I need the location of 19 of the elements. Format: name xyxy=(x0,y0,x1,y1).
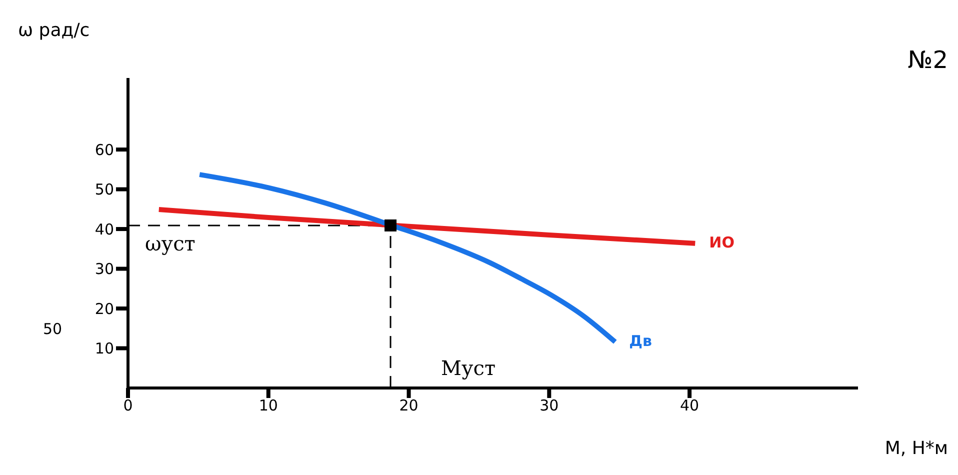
x-tick-label: 20 xyxy=(399,396,418,415)
x-tick-label: 0 xyxy=(123,396,133,415)
x-tick-label: 10 xyxy=(258,396,278,415)
series-label: ИО xyxy=(709,233,734,252)
text: №2 xyxy=(908,46,948,74)
x-tick-label: 30 xyxy=(540,396,559,415)
y-axis-title: ω рад/с xyxy=(18,20,90,41)
ref-line-label: Mуст xyxy=(441,356,496,380)
y-tick-label: 40 xyxy=(94,220,114,238)
y-tick-label: 30 xyxy=(94,260,114,278)
y-tick-label: 60 xyxy=(94,140,114,159)
y-tick-label: 10 xyxy=(94,340,114,358)
ref-line-label: ωуст xyxy=(145,231,196,256)
y-tick-label: 50 xyxy=(94,180,114,199)
y-tick-label: 20 xyxy=(94,300,114,318)
x-tick-label: 40 xyxy=(680,396,700,415)
text: 50 xyxy=(43,320,62,338)
x-axis-title: M, Н*м xyxy=(884,438,948,459)
series-label: Дв xyxy=(629,332,652,350)
